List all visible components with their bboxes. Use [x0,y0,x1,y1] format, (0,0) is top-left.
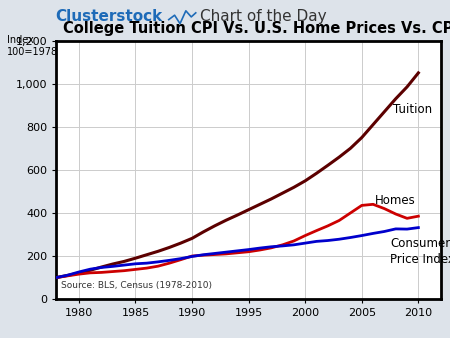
Text: Clusterstock: Clusterstock [55,9,162,24]
Text: Homes: Homes [375,194,416,207]
Text: Consumer
Price Index: Consumer Price Index [390,237,450,266]
Text: Chart of the Day: Chart of the Day [200,9,327,24]
Text: 100=1978: 100=1978 [7,47,58,57]
Text: Index: Index [7,35,34,46]
Text: Tuition: Tuition [393,103,432,116]
Text: Source: BLS, Census (1978-2010): Source: BLS, Census (1978-2010) [61,281,212,290]
Text: College Tuition CPI Vs. U.S. Home Prices Vs. CPI: College Tuition CPI Vs. U.S. Home Prices… [63,21,450,36]
